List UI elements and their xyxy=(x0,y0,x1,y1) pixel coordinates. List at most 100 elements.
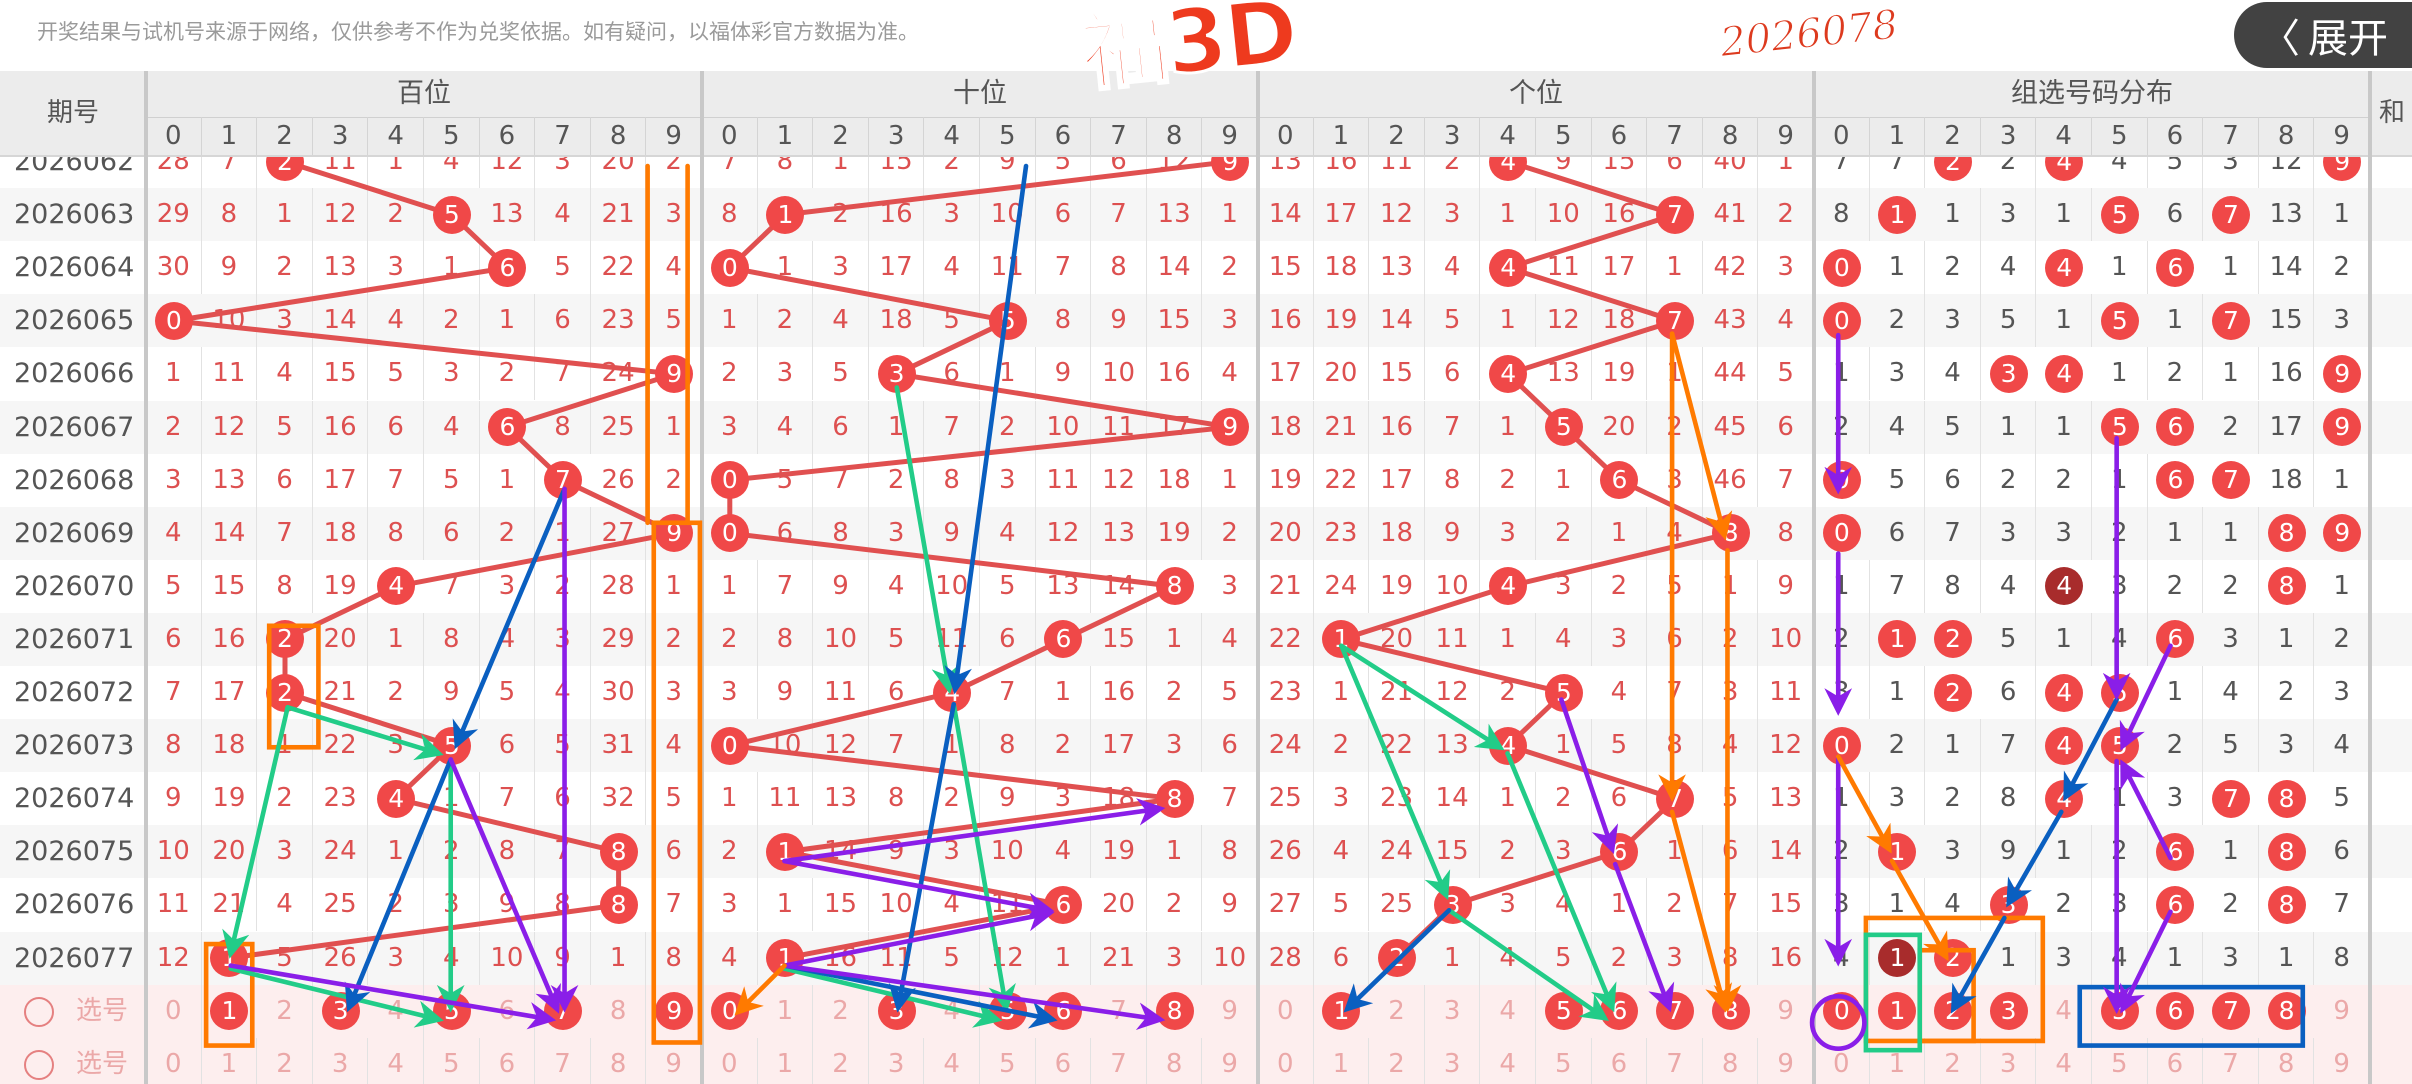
pick-cell[interactable]: 4 xyxy=(368,984,424,1038)
omission-cell: 2 xyxy=(2314,241,2370,295)
omission-cell: 14 xyxy=(1258,188,1314,242)
omission-cell: 19 xyxy=(202,772,258,826)
omission-cell: 20 xyxy=(1314,347,1370,401)
pick-cell[interactable]: 7 xyxy=(535,1037,591,1084)
omission-cell: 2 xyxy=(869,453,925,507)
pick-cell[interactable]: 9 xyxy=(1758,1037,1814,1084)
pick-cell[interactable]: 4 xyxy=(1480,984,1536,1038)
table-row[interactable]: 2026076 11 21 4 25 2 3 9 8 7 3 1 15 10 4 11 20 2 9 27 5 25 3 4 1… xyxy=(0,878,2412,932)
omission-cell: 5 xyxy=(1758,347,1814,401)
drawn-number-ball: 4 xyxy=(1489,248,1528,287)
drawn-number-ball: 4 xyxy=(2045,779,2084,818)
pick-row[interactable]: 选号 0 1 2 3 4 5 6 7 8 9 0 1 2 3 4 5 6 7 8 9 0 1 2 3 4 5 6 7 8 9 0 1 2 3 4 5 6 7… xyxy=(0,1037,2412,1084)
pick-cell[interactable]: 2 xyxy=(257,1037,313,1084)
pick-cell[interactable]: 8 xyxy=(591,984,647,1038)
pick-cell[interactable]: 9 xyxy=(646,1037,702,1084)
digit-header: 0 xyxy=(1814,117,1870,155)
omission-cell: 2 xyxy=(1814,612,1870,666)
pick-cell[interactable]: 7 xyxy=(1091,1037,1147,1084)
pick-cell[interactable]: 0 xyxy=(146,984,202,1038)
pick-cell[interactable]: 6 xyxy=(480,984,536,1038)
pick-cell[interactable]: 0 xyxy=(702,1037,758,1084)
omission-cell: 17 xyxy=(1147,400,1203,454)
pick-cell[interactable]: 9 xyxy=(2314,984,2370,1038)
pick-cell[interactable]: 8 xyxy=(591,1037,647,1084)
digit-header: 4 xyxy=(924,117,980,155)
pick-cell[interactable]: 9 xyxy=(1202,984,1258,1038)
drawn-number-ball: 8 xyxy=(2267,514,2306,553)
pick-cell[interactable]: 0 xyxy=(1258,984,1314,1038)
pick-cell[interactable]: 2 xyxy=(1925,1037,1981,1084)
table-row[interactable]: 2026077 12 5 26 3 4 10 9 1 8 4 16 11 5 12 1 21 3 10 28 6 1 4 5 2… xyxy=(0,931,2412,985)
pick-cell[interactable]: 0 xyxy=(1258,1037,1314,1084)
pick-cell[interactable]: 8 xyxy=(1703,1037,1759,1084)
omission-cell: 4 xyxy=(424,931,480,985)
omission-cell: 6 xyxy=(1202,719,1258,773)
omission-cell: 4 xyxy=(924,241,980,295)
omission-cell: 16 xyxy=(1758,931,1814,985)
table-row[interactable]: 2026063 29 8 1 12 2 13 4 21 3 8 2 16 3 10 6 7 13 1 14 17 12 3 1… xyxy=(0,188,2412,242)
pick-cell[interactable]: 3 xyxy=(313,1037,369,1084)
pick-cell[interactable]: 2 xyxy=(813,984,869,1038)
omission-cell: 8 xyxy=(535,878,591,932)
pick-cell[interactable]: 5 xyxy=(424,1037,480,1084)
pick-cell[interactable]: 2 xyxy=(1369,1037,1425,1084)
pick-cell[interactable]: 5 xyxy=(2092,1037,2148,1084)
pick-cell[interactable]: 6 xyxy=(480,1037,536,1084)
pick-cell[interactable]: 4 xyxy=(368,1037,424,1084)
omission-cell: 2 xyxy=(2092,825,2148,879)
omission-cell: 16 xyxy=(313,400,369,454)
pick-cell[interactable]: 8 xyxy=(1147,1037,1203,1084)
table-row[interactable]: 2026065 10 3 14 4 2 1 6 23 5 1 2 4 18 5 8 9 15 3 16 19 14 5 1 12… xyxy=(0,294,2412,348)
pick-cell[interactable]: 6 xyxy=(1592,1037,1648,1084)
pick-cell[interactable]: 3 xyxy=(1425,1037,1481,1084)
pick-cell[interactable]: 7 xyxy=(1091,984,1147,1038)
pick-cell[interactable]: 0 xyxy=(1814,1037,1870,1084)
table-row[interactable]: 2026067 2 12 5 16 6 4 8 25 1 3 4 6 1 7 2 10 11 17 18 21 16 7 1 2… xyxy=(0,400,2412,454)
pick-cell[interactable]: 3 xyxy=(869,1037,925,1084)
pick-cell[interactable]: 1 xyxy=(1314,1037,1370,1084)
pick-cell[interactable]: 7 xyxy=(1647,1037,1703,1084)
expand-button[interactable]: 〈 展开 xyxy=(2234,2,2412,68)
table-row[interactable]: 2026075 10 20 3 24 1 2 8 7 6 2 14 9 3 10 4 19 1 8 26 4 24 15 2 3… xyxy=(0,825,2412,879)
pick-radio[interactable] xyxy=(24,996,54,1027)
digit-header: 1 xyxy=(1314,117,1370,155)
pick-cell[interactable]: 3 xyxy=(1425,984,1481,1038)
pick-cell[interactable]: 4 xyxy=(2036,1037,2092,1084)
pick-cell[interactable]: 6 xyxy=(2148,1037,2204,1084)
pick-cell[interactable]: 1 xyxy=(1870,1037,1926,1084)
pick-cell[interactable]: 4 xyxy=(2036,984,2092,1038)
table-row[interactable]: 2026069 4 14 7 18 8 6 2 1 27 6 8 3 9 4 12 13 19 2 20 23 18 9 3 2… xyxy=(0,506,2412,560)
table-body[interactable]: 2026062 28 7 11 1 4 12 3 20 2 7 8 1 15 2 9 5 6 12 13 16 11 2 9 1… xyxy=(0,135,2412,1084)
pick-cell[interactable]: 5 xyxy=(980,1037,1036,1084)
table-row[interactable]: 2026068 3 13 6 17 7 5 1 26 2 5 7 2 8 3 11 12 18 1 19 22 17 8 2 1… xyxy=(0,453,2412,507)
picked-number-ball: 8 xyxy=(1711,992,1750,1031)
pick-cell[interactable]: 9 xyxy=(2314,1037,2370,1084)
pick-cell[interactable]: 0 xyxy=(146,1037,202,1084)
pick-cell[interactable]: 4 xyxy=(924,1037,980,1084)
pick-cell[interactable]: 2 xyxy=(1369,984,1425,1038)
pick-cell[interactable]: 1 xyxy=(758,1037,814,1084)
pick-cell[interactable]: 1 xyxy=(758,984,814,1038)
pick-cell[interactable]: 5 xyxy=(1536,1037,1592,1084)
omission-cell: 2 xyxy=(1480,453,1536,507)
pick-cell[interactable]: 8 xyxy=(2259,1037,2315,1084)
omission-cell: 1 xyxy=(257,719,313,773)
pick-cell[interactable]: 2 xyxy=(813,1037,869,1084)
pick-radio[interactable] xyxy=(24,1049,54,1080)
pick-row[interactable]: 选号 0 2 4 6 8 1 2 4 7 9 0 2 3 4 9 4 9 xyxy=(0,984,2412,1038)
pick-cell[interactable]: 9 xyxy=(1202,1037,1258,1084)
pick-cell[interactable]: 3 xyxy=(1981,1037,2037,1084)
pick-cell[interactable]: 2 xyxy=(257,984,313,1038)
omission-cell: 3 xyxy=(424,878,480,932)
pick-cell[interactable]: 9 xyxy=(1758,984,1814,1038)
omission-cell: 2 xyxy=(1480,825,1536,879)
table-row[interactable]: 2026071 6 16 20 1 8 4 3 29 2 2 8 10 5 11 6 15 1 4 22 20 11 1 4 3… xyxy=(0,612,2412,666)
pick-cell[interactable]: 4 xyxy=(1480,1037,1536,1084)
pick-cell[interactable]: 1 xyxy=(202,1037,258,1084)
pick-cell[interactable]: 6 xyxy=(1036,1037,1092,1084)
pick-cell[interactable]: 7 xyxy=(2203,1037,2259,1084)
digit-header: 5 xyxy=(980,117,1036,155)
pick-cell[interactable]: 4 xyxy=(924,984,980,1038)
digit-header: 2 xyxy=(257,117,313,155)
